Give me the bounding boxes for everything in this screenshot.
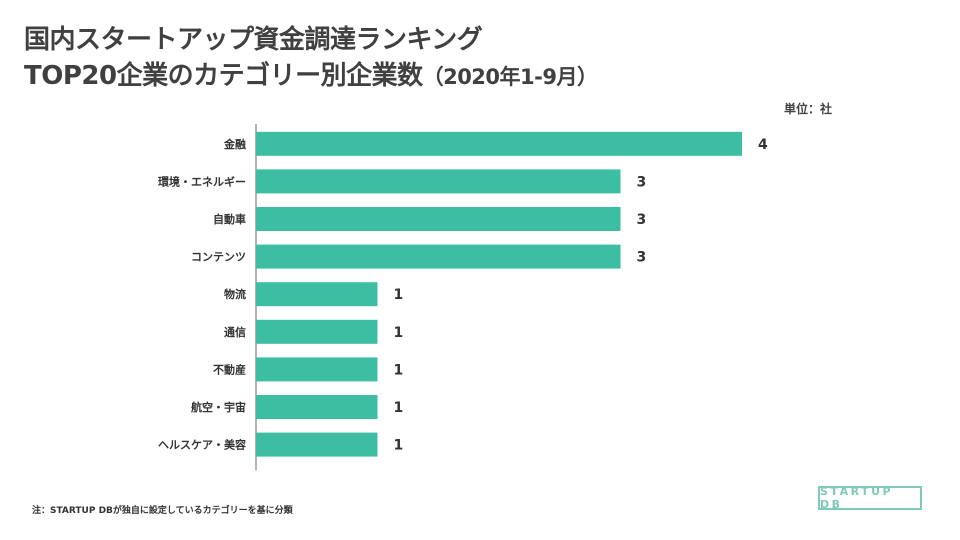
bar bbox=[256, 319, 378, 344]
bar bbox=[256, 244, 621, 269]
category-label: ヘルスケア・美容 bbox=[158, 438, 246, 452]
bar bbox=[256, 131, 742, 156]
category-label: 不動産 bbox=[213, 362, 246, 376]
category-label: 環境・エネルギー bbox=[158, 174, 246, 188]
footnote: 注：STARTUP DBが独自に設定しているカテゴリーを基に分類 bbox=[32, 506, 293, 516]
category-label: 通信 bbox=[224, 325, 246, 339]
data-label: 3 bbox=[637, 250, 647, 266]
category-label: コンテンツ bbox=[191, 251, 246, 264]
startup-db-logo: STARTUP DB bbox=[818, 485, 922, 511]
title-period: （2020年1-9月） bbox=[422, 65, 598, 89]
bar bbox=[256, 357, 378, 382]
category-label: 物流 bbox=[224, 287, 246, 301]
data-label: 1 bbox=[394, 325, 404, 341]
data-label: 1 bbox=[394, 287, 404, 303]
data-label: 3 bbox=[637, 174, 647, 190]
chart-title: 国内スタートアップ資金調達ランキング TOP20企業のカテゴリー別企業数（202… bbox=[24, 22, 598, 95]
title-line-2: TOP20企業のカテゴリー別企業数（2020年1-9月） bbox=[24, 58, 598, 95]
bar bbox=[256, 432, 378, 457]
data-label: 1 bbox=[394, 400, 404, 416]
data-label: 3 bbox=[637, 212, 647, 228]
bar bbox=[256, 282, 378, 307]
title-line-1: 国内スタートアップ資金調達ランキング bbox=[24, 25, 483, 55]
unit-label: 単位：社 bbox=[783, 102, 832, 116]
category-label: 自動車 bbox=[213, 212, 246, 226]
category-label: 金融 bbox=[223, 137, 246, 151]
category-label: 航空・宇宙 bbox=[191, 400, 246, 414]
bar bbox=[256, 207, 621, 231]
bar bbox=[256, 395, 378, 419]
data-label: 1 bbox=[394, 438, 404, 454]
title-main: TOP20企業のカテゴリー別企業数 bbox=[24, 61, 423, 91]
data-label: 4 bbox=[758, 137, 768, 153]
data-label: 1 bbox=[394, 362, 404, 378]
bar bbox=[256, 169, 621, 194]
logo-text: STARTUP DB bbox=[820, 485, 894, 511]
